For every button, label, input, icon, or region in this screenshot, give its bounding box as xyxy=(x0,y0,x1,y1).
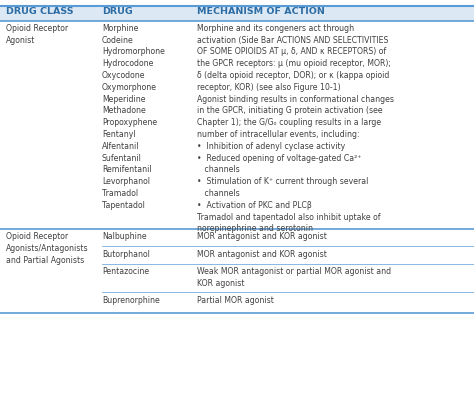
Text: Nalbuphine: Nalbuphine xyxy=(102,232,146,241)
Text: MECHANISM OF ACTION: MECHANISM OF ACTION xyxy=(197,7,325,16)
Text: Opioid Receptor
Agonist: Opioid Receptor Agonist xyxy=(6,24,68,45)
Bar xyxy=(0,6,474,21)
Text: Morphine and its congeners act through
activation (Side Bar ACTIONS AND SELECTIV: Morphine and its congeners act through a… xyxy=(197,24,394,233)
Text: MOR antagonist and KOR agonist: MOR antagonist and KOR agonist xyxy=(197,249,327,259)
Text: Opioid Receptor
Agonists/Antagonists
and Partial Agonists: Opioid Receptor Agonists/Antagonists and… xyxy=(6,232,88,265)
Text: DRUG CLASS: DRUG CLASS xyxy=(6,7,73,16)
Text: Buprenorphine: Buprenorphine xyxy=(102,296,160,305)
Text: Pentazocine: Pentazocine xyxy=(102,267,149,276)
Text: Butorphanol: Butorphanol xyxy=(102,249,150,259)
Text: Weak MOR antagonist or partial MOR agonist and
KOR agonist: Weak MOR antagonist or partial MOR agoni… xyxy=(197,267,391,288)
Text: Morphine
Codeine
Hydromorphone
Hydrocodone
Oxycodone
Oxymorphone
Meperidine
Meth: Morphine Codeine Hydromorphone Hydrocodo… xyxy=(102,24,165,210)
Text: Partial MOR agonist: Partial MOR agonist xyxy=(197,296,273,305)
Text: MOR antagonist and KOR agonist: MOR antagonist and KOR agonist xyxy=(197,232,327,241)
Text: DRUG: DRUG xyxy=(102,7,133,16)
